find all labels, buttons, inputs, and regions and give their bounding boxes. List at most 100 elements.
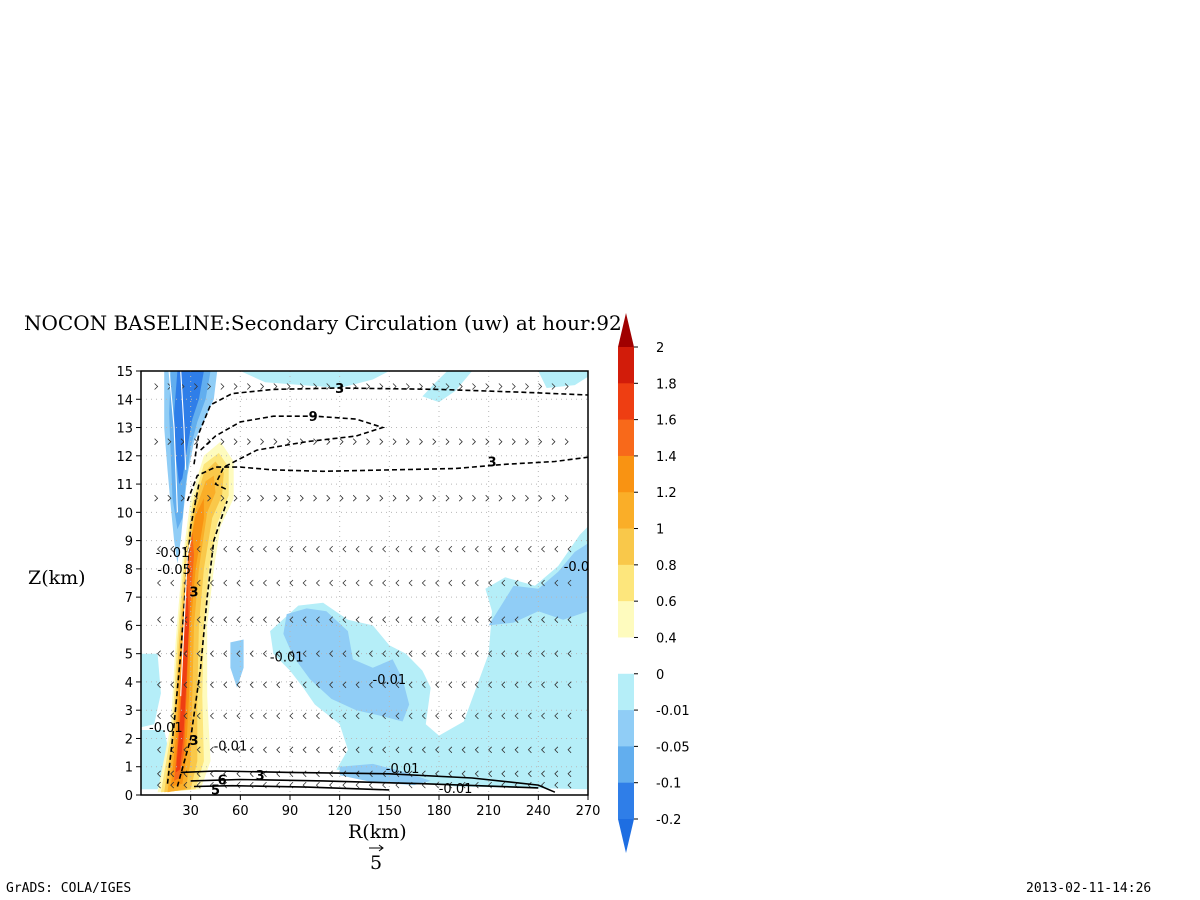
wind-vector-mark	[247, 438, 251, 445]
wind-vector-mark	[472, 383, 476, 390]
wind-vector-mark	[262, 681, 267, 689]
wind-vector-mark	[488, 545, 492, 553]
y-tick-label: 7	[125, 591, 133, 606]
wind-vector-mark	[157, 545, 161, 553]
x-axis-label: R(km)	[348, 821, 407, 843]
wind-vector-mark	[196, 545, 201, 553]
x-tick-label: 90	[282, 804, 299, 819]
y-tick-label: 13	[116, 422, 133, 437]
wind-vector-mark	[448, 681, 453, 689]
contour-label: 3	[189, 734, 198, 749]
wind-vector-mark	[249, 579, 254, 587]
contour-white-2	[180, 370, 187, 470]
wind-vector-mark	[485, 383, 490, 390]
wind-vector-mark	[551, 383, 556, 390]
shade-medium-blue-center	[283, 608, 410, 722]
wind-vector-mark	[368, 781, 373, 789]
wind-vector-mark	[302, 681, 307, 689]
contour-label: -0.01	[214, 740, 248, 755]
wind-vector-mark	[541, 616, 545, 623]
wind-vector-mark	[432, 438, 437, 445]
wind-vector-mark	[329, 712, 333, 720]
wind-vector-mark	[289, 579, 294, 587]
wind-vector-mark	[315, 579, 320, 587]
wind-vector-mark	[302, 746, 307, 754]
wind-vector-mark	[286, 383, 291, 390]
contour-white-3	[180, 540, 192, 697]
wind-vector-mark	[567, 545, 572, 553]
wind-vector-mark	[289, 746, 294, 754]
colorbar-label: 2	[656, 341, 664, 356]
wind-vector-mark	[302, 650, 307, 657]
vector-reference-label: 5	[370, 852, 382, 874]
wind-vector-mark	[567, 781, 572, 789]
wind-vector-mark	[183, 545, 188, 553]
wind-vector-mark	[157, 579, 161, 587]
wind-vector-mark	[247, 383, 251, 390]
colorbar-label: 1	[656, 523, 664, 538]
wind-vector-mark	[564, 438, 569, 445]
wind-vector-mark	[488, 746, 492, 754]
wind-vector-mark	[286, 494, 291, 502]
shade-light-blue-top-3	[538, 371, 588, 388]
wind-vector-mark	[567, 579, 572, 587]
wind-vector-mark	[329, 650, 333, 657]
wind-vector-mark	[355, 545, 360, 553]
colorbar-segment	[618, 746, 634, 784]
wind-vector-mark	[448, 579, 453, 587]
wind-vector-mark	[554, 746, 559, 754]
contour-line-updraft-right	[176, 500, 228, 787]
wind-vector-mark	[249, 712, 254, 720]
wind-vector-mark	[220, 494, 225, 502]
y-tick-label: 6	[125, 619, 133, 634]
wind-vector-mark	[541, 770, 545, 778]
wind-vector-mark	[554, 770, 559, 778]
wind-vector-mark	[461, 650, 466, 657]
wind-vector-mark	[157, 712, 161, 720]
wind-vector-mark	[249, 650, 254, 657]
wind-vector-mark	[448, 616, 453, 623]
wind-vector-mark	[180, 438, 185, 445]
wind-vector-mark	[541, 650, 545, 657]
wind-vector-mark	[223, 712, 228, 720]
colorbar-segment	[618, 564, 634, 602]
wind-vector-mark	[326, 383, 331, 390]
wind-vector-mark	[567, 770, 572, 778]
wind-vector-mark	[527, 579, 532, 587]
wind-vector-mark	[196, 650, 201, 657]
wind-vector-mark	[315, 545, 320, 553]
wind-vector-mark	[157, 770, 161, 778]
wind-vector-mark	[498, 438, 503, 445]
wind-vector-mark	[474, 712, 479, 720]
wind-vector-mark	[167, 494, 172, 502]
wind-vector-mark	[395, 579, 400, 587]
colorbar-label: 1.6	[656, 414, 677, 429]
colorbar-label: 1.8	[656, 377, 677, 392]
wind-vector-mark	[514, 545, 519, 553]
wind-vector-mark	[207, 494, 212, 502]
wind-vector-mark	[209, 579, 214, 587]
wind-vector-mark	[355, 681, 360, 689]
wind-vector-mark	[408, 712, 413, 720]
wind-vector-mark	[247, 494, 251, 502]
wind-vector-mark	[448, 545, 453, 553]
wind-vector-mark	[262, 545, 267, 553]
chart-title: NOCON BASELINE:Secondary Circulation (uw…	[24, 311, 622, 335]
wind-vector-mark	[421, 650, 426, 657]
y-tick-label: 15	[116, 365, 133, 380]
wind-vector-mark	[302, 579, 307, 587]
wind-vector-mark	[554, 781, 559, 789]
wind-vector-mark	[209, 681, 214, 689]
wind-vector-mark	[355, 579, 360, 587]
wind-vector-mark	[236, 545, 241, 553]
wind-vector-mark	[538, 383, 543, 390]
wind-vector-mark	[329, 781, 333, 789]
wind-vector-mark	[342, 712, 347, 720]
wind-vector-mark	[315, 770, 320, 778]
wind-vector-mark	[501, 650, 506, 657]
wind-vector-mark	[167, 438, 172, 445]
wind-vector-mark	[276, 746, 281, 754]
wind-vector-mark	[170, 545, 175, 553]
wind-vector-mark	[527, 545, 532, 553]
wind-vector-mark	[236, 616, 241, 623]
